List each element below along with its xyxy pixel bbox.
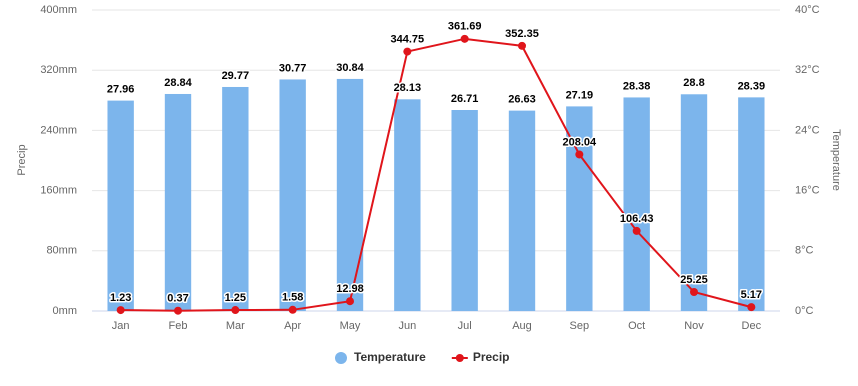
bar (164, 93, 192, 311)
point (518, 41, 526, 50)
x-tick-label: Jun (398, 320, 416, 332)
data-label: 25.25 (680, 274, 708, 286)
bar (279, 79, 306, 311)
bar (107, 100, 134, 311)
y2-tick-label: 16°C (795, 185, 820, 197)
y2-tick-label: 32°C (795, 64, 820, 76)
data-label: 28.8 (683, 77, 704, 89)
x-tick-label: Aug (512, 320, 532, 332)
data-label: 1.58 (282, 292, 303, 304)
y-tick-label: 240mm (40, 124, 77, 136)
y-tick-label: 160mm (40, 185, 77, 197)
data-label: 5.17 (741, 289, 762, 301)
point (116, 306, 125, 315)
y-tick-label: 0mm (53, 305, 77, 317)
x-tick-label: Oct (628, 320, 645, 332)
data-label: 27.19 (566, 89, 594, 101)
bar (508, 110, 536, 311)
bar (566, 106, 593, 311)
point (346, 297, 354, 306)
point (288, 305, 297, 314)
legend-marker (455, 354, 464, 362)
bar (738, 97, 765, 311)
bar (680, 94, 708, 311)
x-tick-label: Dec (742, 320, 762, 332)
y2-tick-label: 24°C (795, 124, 820, 136)
data-label: 29.77 (222, 70, 250, 82)
line (120, 37, 752, 312)
bar (394, 99, 421, 311)
data-label: 28.39 (738, 80, 766, 92)
y-tick-label: 320mm (40, 64, 77, 76)
y2-tick-label: 0°C (795, 305, 814, 317)
data-label: 28.13 (394, 82, 422, 94)
data-label: 26.63 (508, 94, 536, 106)
x-tick-label: Jan (112, 320, 130, 332)
data-label: 208.04 (563, 136, 598, 148)
data-label: 27.96 (107, 84, 135, 96)
point (632, 226, 641, 235)
legend-label: Precip (473, 350, 510, 364)
data-label: 352.35 (505, 28, 539, 40)
x-tick-label: Jul (458, 320, 472, 332)
legend-label: Temperature (354, 350, 426, 364)
data-label: 26.71 (451, 93, 479, 105)
data-label: 30.84 (336, 62, 364, 74)
point (460, 34, 469, 43)
point (174, 306, 182, 315)
y2-tick-label: 40°C (795, 4, 820, 16)
x-tick-label: Apr (284, 320, 301, 332)
y-tick-label: 400mm (40, 4, 77, 16)
data-label: 344.75 (391, 33, 425, 45)
point (747, 303, 756, 312)
y2-tick-label: 8°C (795, 245, 814, 257)
x-tick-label: May (340, 320, 361, 332)
x-tick-label: Mar (226, 320, 245, 332)
data-label: 0.37 (167, 293, 188, 305)
data-label: 28.84 (164, 77, 192, 89)
data-label: 1.25 (225, 292, 246, 304)
y-tick-label: 80mm (46, 245, 77, 257)
bar (336, 78, 364, 311)
bar (222, 86, 249, 312)
y2-axis-title: Temperature (830, 129, 842, 191)
x-tick-label: Feb (169, 320, 188, 332)
legend-marker (335, 352, 347, 364)
x-tick-label: Nov (684, 320, 704, 332)
point (231, 306, 240, 315)
x-tick-label: Sep (570, 320, 590, 332)
data-label: 28.38 (623, 80, 651, 92)
data-label: 1.23 (110, 292, 131, 304)
data-label: 12.98 (336, 283, 364, 295)
bar (623, 97, 650, 312)
bar (451, 110, 478, 311)
point (575, 150, 584, 159)
data-label: 106.43 (620, 213, 654, 225)
y-axis-title: Precip (16, 144, 28, 175)
data-label: 361.69 (448, 21, 482, 33)
point (403, 47, 412, 56)
point (690, 287, 698, 296)
data-label: 30.77 (279, 62, 307, 74)
